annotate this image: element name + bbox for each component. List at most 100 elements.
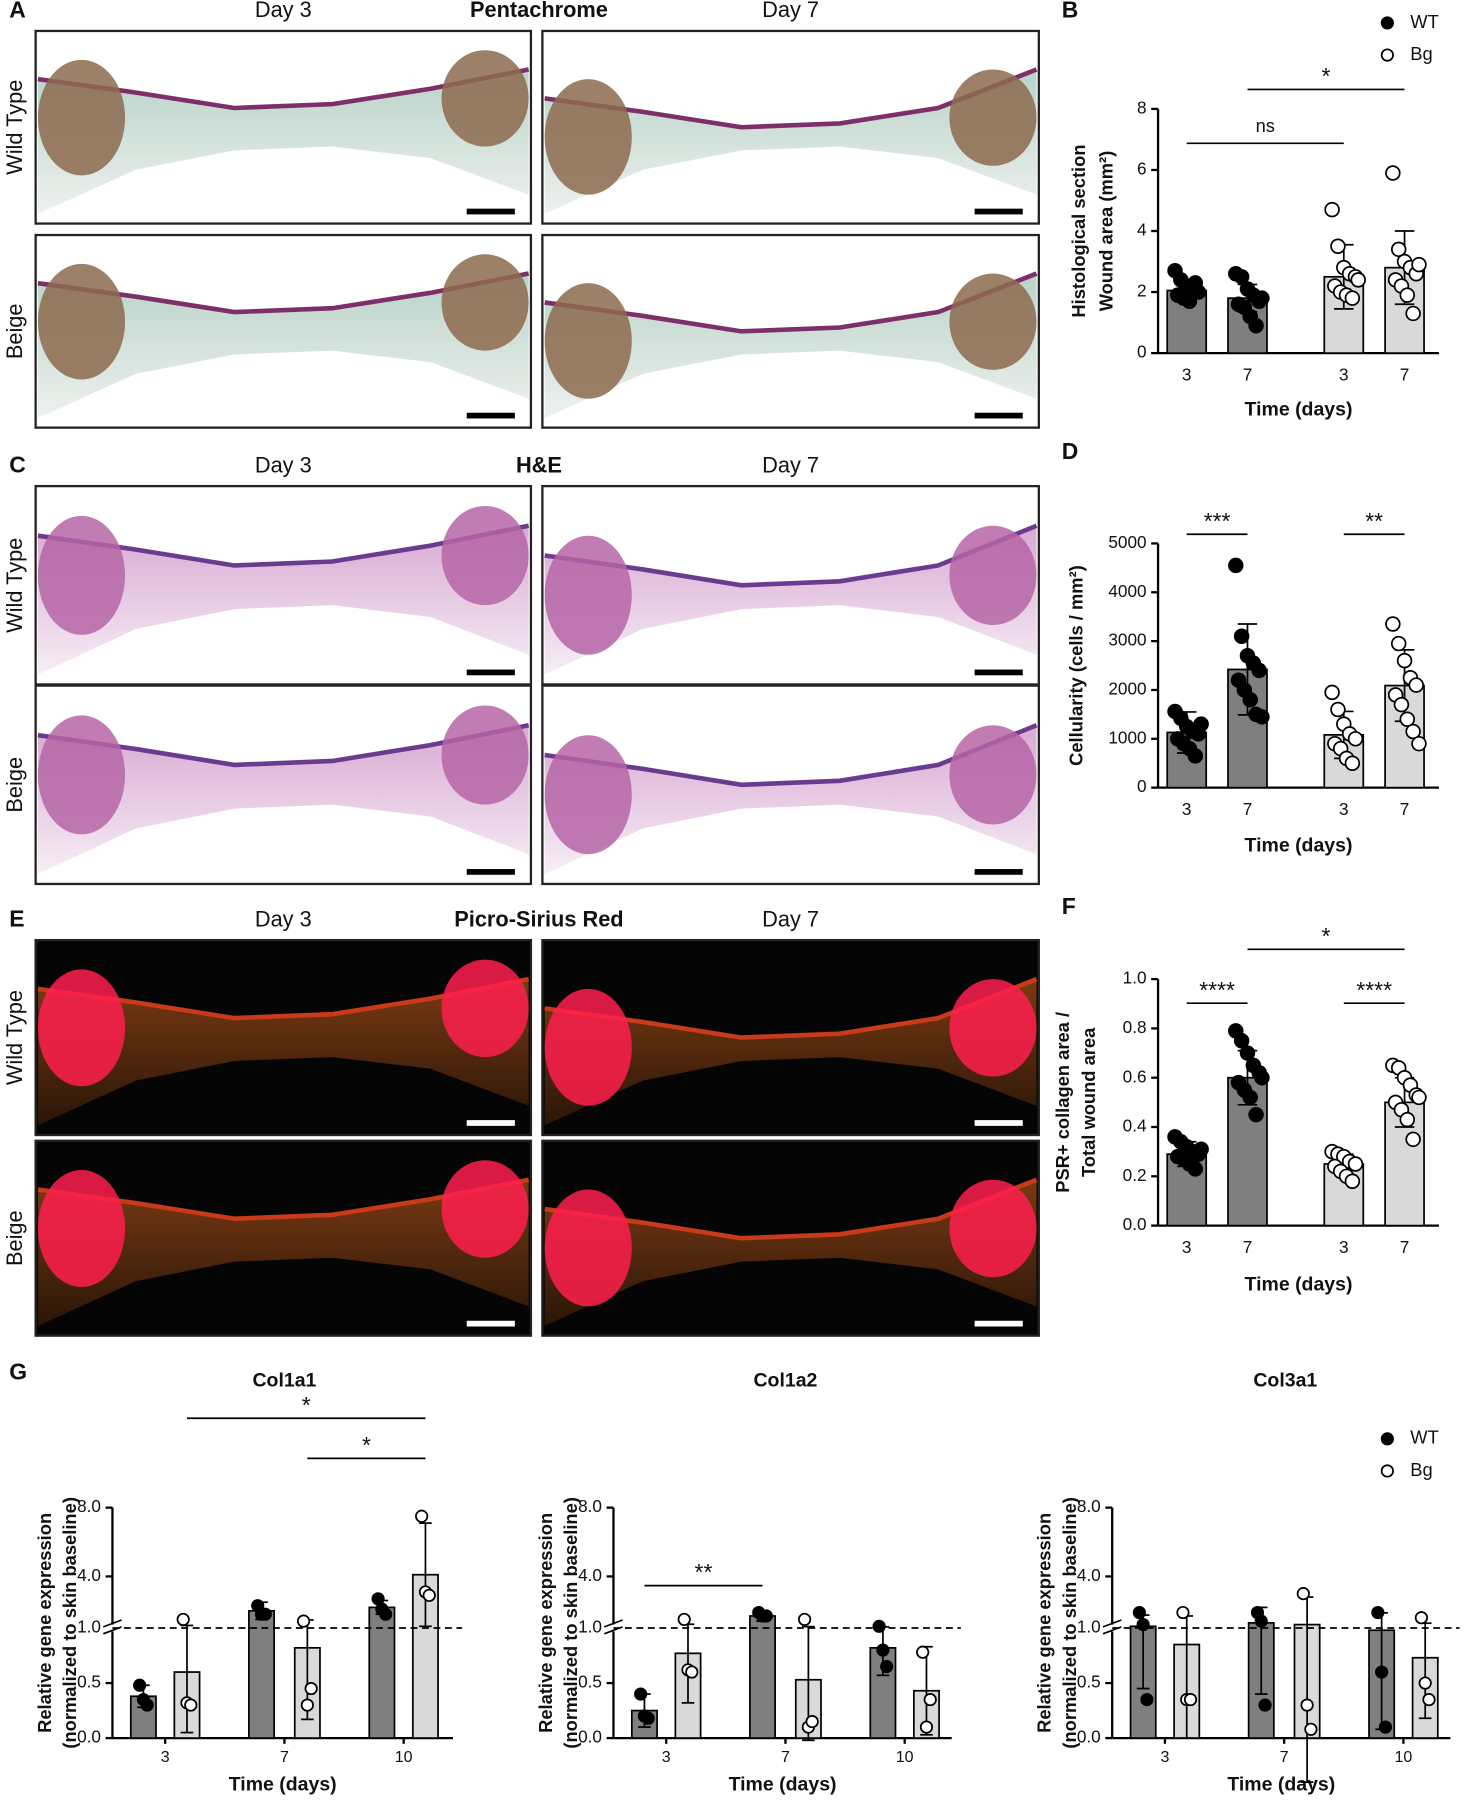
y-tick-label: 2000 <box>1108 679 1146 699</box>
x-tick-label: 7 <box>1400 365 1410 385</box>
legend-marker <box>1380 48 1394 62</box>
data-point <box>641 1711 655 1725</box>
data-point <box>1248 317 1264 334</box>
scale-bar <box>466 412 515 419</box>
x-tick-label: 10 <box>896 1748 914 1766</box>
data-point <box>1399 711 1416 728</box>
panel-letter: C <box>9 452 26 478</box>
data-point <box>1399 287 1416 303</box>
data-point <box>1187 1161 1204 1177</box>
skin-edge <box>544 735 632 855</box>
column-label: Day 7 <box>762 906 819 931</box>
data-point <box>1344 290 1361 306</box>
data-point <box>798 1612 812 1627</box>
data-point <box>677 1612 691 1627</box>
x-axis-label: Time (days) <box>729 1773 837 1795</box>
data-point <box>759 1609 773 1623</box>
column-label: Day 7 <box>762 0 819 22</box>
skin-edge <box>949 525 1037 625</box>
data-point <box>1350 272 1366 288</box>
skin-edge <box>37 969 126 1087</box>
row-label: Beige <box>2 757 27 813</box>
scale-bar <box>974 669 1023 676</box>
y-axis-label: Cellularity (cells / mm²) <box>1066 565 1087 766</box>
x-tick-label: 3 <box>1160 1748 1169 1766</box>
data-point <box>1183 1692 1198 1707</box>
scale-bar <box>466 1320 515 1327</box>
data-point <box>1248 1106 1264 1123</box>
data-point <box>300 1698 314 1712</box>
x-axis-label: Time (days) <box>229 1773 337 1795</box>
axis-break <box>603 1619 623 1628</box>
skin-edge <box>441 1160 529 1258</box>
data-point <box>1251 662 1267 679</box>
data-point <box>1405 305 1421 322</box>
data-point <box>1304 1722 1318 1736</box>
data-point <box>880 1659 894 1674</box>
data-point <box>1390 635 1407 652</box>
data-point <box>1324 684 1340 701</box>
skin-edge <box>544 283 632 399</box>
panel-letter: G <box>9 1359 27 1385</box>
y-tick-label: 3000 <box>1108 630 1146 650</box>
y-tick-label: 0.8 <box>1123 1017 1147 1037</box>
y-tick-label: 1.0 <box>578 1617 602 1637</box>
data-point <box>1193 716 1209 732</box>
data-point <box>296 1614 311 1628</box>
y-axis-label: Histological section <box>1068 144 1089 317</box>
tissue <box>37 1179 529 1326</box>
data-point <box>1187 275 1204 291</box>
panel-letter: E <box>9 906 24 932</box>
column-label: Day 3 <box>255 906 312 931</box>
scale-bar <box>974 1320 1023 1327</box>
data-point <box>1258 1698 1272 1712</box>
y-tick-label: 0.0 <box>77 1727 101 1747</box>
y-tick-label: 1.0 <box>1077 1617 1101 1637</box>
x-tick-label: 10 <box>1394 1748 1412 1766</box>
data-point <box>133 1678 147 1692</box>
row-label: Wild Type <box>2 538 27 633</box>
data-point <box>1414 1611 1428 1625</box>
tissue <box>544 69 1037 214</box>
data-point <box>916 1645 930 1659</box>
significance-label: * <box>1322 63 1331 89</box>
y-tick-label: 4.0 <box>578 1565 602 1585</box>
significance-label: * <box>362 1432 371 1458</box>
panel-letter: D <box>1062 438 1079 464</box>
skin-edge <box>441 254 529 351</box>
data-point <box>1344 1173 1361 1189</box>
data-point <box>872 1619 886 1633</box>
y-axis-label: Relative gene expression <box>34 1513 55 1733</box>
x-axis-label: Time (days) <box>1227 1773 1335 1795</box>
skin-edge <box>544 79 632 195</box>
data-point <box>1242 691 1258 708</box>
row-label: Wild Type <box>2 990 27 1085</box>
y-tick-label: 8 <box>1137 97 1147 117</box>
x-tick-label: 7 <box>1400 1237 1410 1257</box>
skin-edge <box>544 535 632 655</box>
chart-title: Col1a2 <box>753 1370 817 1392</box>
x-tick-label: 3 <box>1339 799 1349 819</box>
y-axis-label: Relative gene expression <box>1034 1513 1055 1733</box>
data-point <box>1405 1131 1421 1148</box>
skin-edge <box>544 1189 632 1307</box>
data-point <box>1378 1720 1393 1734</box>
y-tick-label: 4000 <box>1108 581 1146 601</box>
panel-letter: A <box>9 0 26 23</box>
data-point <box>1411 735 1427 752</box>
y-tick-label: 1000 <box>1108 727 1146 747</box>
panel-title: Picro-Sirius Red <box>454 906 623 931</box>
data-point <box>1187 748 1204 764</box>
data-point <box>1132 1605 1146 1620</box>
data-point <box>1405 723 1421 740</box>
axis-break <box>102 1619 122 1628</box>
scale-bar <box>466 669 515 676</box>
data-point <box>1399 1111 1416 1128</box>
data-point <box>1347 1156 1364 1172</box>
x-tick-label: 7 <box>1243 1237 1253 1257</box>
x-tick-label: 3 <box>161 1748 170 1766</box>
y-tick-label: 2 <box>1137 281 1147 301</box>
data-point <box>415 1509 429 1523</box>
data-point <box>1396 652 1413 669</box>
